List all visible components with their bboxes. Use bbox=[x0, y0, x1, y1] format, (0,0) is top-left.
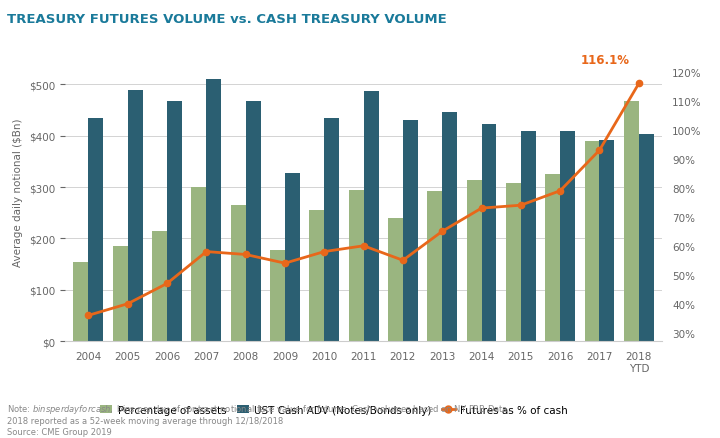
Bar bbox=[521, 132, 536, 342]
Bar bbox=[403, 121, 418, 342]
Futures as % of cash bbox=[595, 148, 604, 153]
Futures as % of cash bbox=[634, 81, 643, 87]
Futures as % of cash bbox=[477, 206, 486, 211]
Bar bbox=[639, 135, 654, 342]
Bar bbox=[585, 141, 600, 342]
Text: TREASURY FUTURES VOLUME vs. CASH TREASURY VOLUME: TREASURY FUTURES VOLUME vs. CASH TREASUR… bbox=[7, 13, 447, 26]
Futures as % of cash bbox=[281, 261, 289, 266]
Text: Note: $ bins per day for cash, $ bins per day of contract notional face value fo: Note: $ bins per day for cash, $ bins pe… bbox=[7, 402, 511, 436]
Bar bbox=[427, 192, 442, 342]
Futures as % of cash bbox=[359, 244, 368, 249]
Bar bbox=[348, 190, 364, 342]
Legend: Percentage of assets, UST Cash ADV (Notes/Bonds only), Futures as % of cash: Percentage of assets, UST Cash ADV (Note… bbox=[96, 400, 572, 419]
Futures as % of cash bbox=[84, 313, 93, 318]
Bar bbox=[560, 132, 575, 342]
Bar bbox=[192, 187, 207, 342]
Bar bbox=[127, 91, 143, 342]
Futures as % of cash bbox=[123, 301, 132, 307]
Futures as % of cash bbox=[516, 203, 525, 208]
Bar bbox=[113, 247, 127, 342]
Y-axis label: Average daily notional ($Bn): Average daily notional ($Bn) bbox=[13, 119, 23, 267]
Bar bbox=[467, 181, 482, 342]
Bar bbox=[310, 211, 324, 342]
Bar bbox=[442, 113, 457, 342]
Bar bbox=[624, 101, 639, 342]
Futures as % of cash bbox=[320, 249, 328, 254]
Line: Futures as % of cash: Futures as % of cash bbox=[85, 81, 642, 319]
Bar bbox=[600, 140, 614, 342]
Bar bbox=[270, 250, 285, 342]
Bar bbox=[167, 101, 182, 342]
Bar bbox=[285, 174, 300, 342]
Bar bbox=[207, 80, 221, 342]
Bar bbox=[388, 219, 403, 342]
Bar bbox=[364, 92, 379, 342]
Bar bbox=[230, 205, 246, 342]
Futures as % of cash bbox=[399, 258, 408, 263]
Futures as % of cash bbox=[241, 252, 250, 258]
Bar bbox=[545, 175, 560, 342]
Futures as % of cash bbox=[556, 189, 564, 194]
Bar bbox=[482, 125, 497, 342]
Bar bbox=[89, 118, 104, 342]
Bar bbox=[324, 118, 339, 342]
Bar bbox=[152, 231, 167, 342]
Futures as % of cash bbox=[438, 229, 446, 234]
Futures as % of cash bbox=[163, 281, 171, 286]
Text: 116.1%: 116.1% bbox=[581, 54, 630, 67]
Bar bbox=[506, 184, 521, 342]
Bar bbox=[246, 101, 261, 342]
Bar bbox=[73, 262, 89, 342]
Futures as % of cash bbox=[202, 249, 211, 254]
